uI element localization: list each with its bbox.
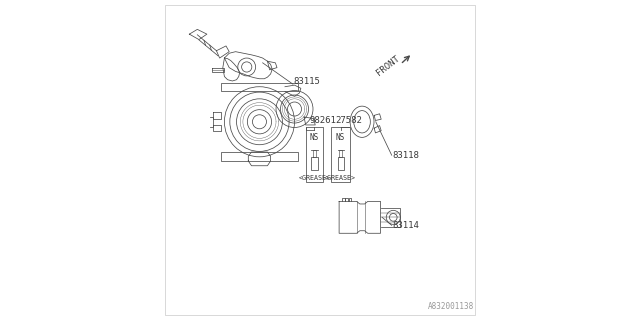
Bar: [311, 157, 317, 170]
Text: NS: NS: [310, 133, 319, 142]
Text: A832001138: A832001138: [428, 302, 474, 311]
Text: 83115: 83115: [293, 77, 320, 86]
Text: <GREASE>: <GREASE>: [298, 174, 330, 180]
Bar: [331, 126, 350, 182]
Text: NS: NS: [335, 133, 344, 142]
Text: FRONT: FRONT: [374, 54, 401, 77]
Text: 83118: 83118: [393, 151, 419, 160]
Text: 27582: 27582: [335, 116, 362, 125]
Text: <GREASE>: <GREASE>: [324, 174, 356, 180]
Bar: [337, 157, 344, 170]
Bar: [221, 152, 298, 161]
Bar: [221, 83, 298, 92]
Bar: [306, 126, 323, 182]
Text: 83114: 83114: [393, 221, 419, 230]
Text: 98261: 98261: [310, 116, 337, 125]
